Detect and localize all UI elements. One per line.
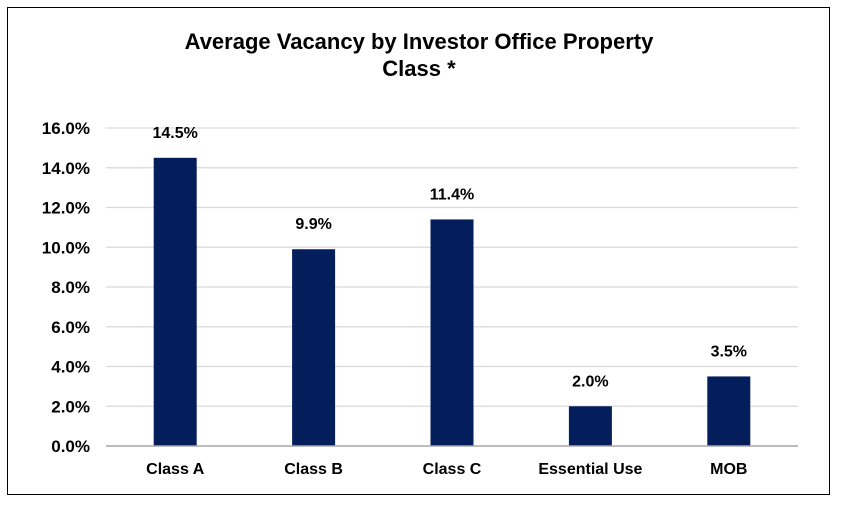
data-labels: 14.5% 9.9% 11.4% 2.0% 3.5% — [153, 125, 748, 390]
x-tick-label: Class A — [146, 461, 205, 478]
data-label: 2.0% — [572, 373, 608, 390]
y-tick-label: 8.0% — [51, 278, 90, 297]
y-tick-label: 0.0% — [51, 437, 90, 456]
data-label: 11.4% — [430, 186, 474, 203]
bar — [292, 249, 336, 446]
chart-title: Average Vacancy by Investor Office Prope… — [0, 28, 838, 82]
y-axis-tick-labels: 0.0% 2.0% 4.0% 6.0% 8.0% 10.0% 12.0% 14.0% 16.0% — [42, 119, 90, 456]
x-tick-label: Class B — [284, 461, 343, 478]
bar — [707, 376, 751, 446]
y-tick-label: 4.0% — [51, 358, 90, 377]
chart-title-line-2: Class * — [382, 56, 456, 81]
x-tick-label: Essential Use — [538, 461, 642, 478]
data-label: 14.5% — [153, 125, 198, 142]
chart-title-line-1: Average Vacancy by Investor Office Prope… — [184, 29, 654, 54]
x-axis-tick-labels: Class A Class B Class C Essential Use MOB — [146, 461, 747, 478]
data-label: 3.5% — [711, 343, 747, 360]
x-tick-label: MOB — [710, 461, 747, 478]
y-tick-label: 6.0% — [51, 318, 90, 337]
bar — [568, 406, 612, 446]
bars — [153, 157, 751, 446]
data-label: 9.9% — [295, 216, 331, 233]
y-tick-label: 12.0% — [42, 199, 90, 218]
y-tick-label: 10.0% — [42, 238, 90, 257]
x-tick-label: Class C — [423, 461, 482, 478]
y-tick-label: 14.0% — [42, 159, 90, 178]
chart-frame — [7, 7, 830, 495]
y-tick-label: 16.0% — [42, 119, 90, 138]
y-tick-label: 2.0% — [51, 397, 90, 416]
bar — [430, 219, 474, 446]
bar — [153, 157, 197, 446]
